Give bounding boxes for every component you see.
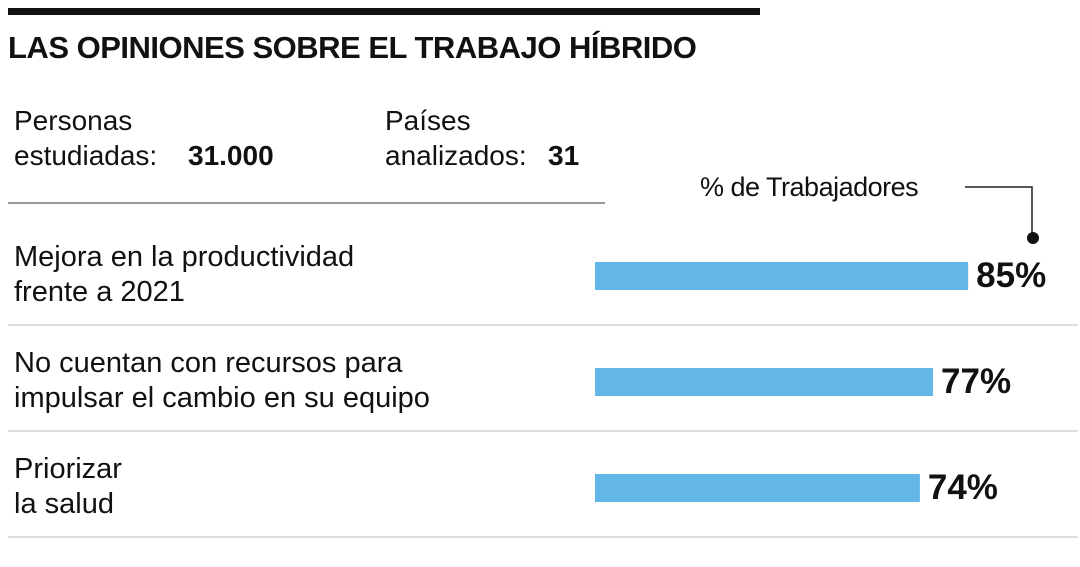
stat-label: Personas estudiadas: bbox=[14, 105, 158, 171]
stat-value: 31 bbox=[548, 140, 580, 171]
bar bbox=[595, 474, 920, 502]
annotation: % de Trabajadores bbox=[700, 172, 919, 202]
category-label: No cuentan con recursos para impulsar el… bbox=[14, 347, 430, 414]
bar bbox=[595, 262, 969, 290]
annotation-leader bbox=[965, 186, 1033, 236]
bar bbox=[595, 368, 934, 396]
annotation-dot bbox=[1027, 232, 1039, 244]
title: LAS OPINIONES SOBRE EL TRABAJO HÍBRIDO bbox=[8, 30, 697, 65]
stat-value: 31.000 bbox=[188, 140, 274, 171]
top-rule bbox=[8, 8, 760, 15]
value-label: 74% bbox=[927, 468, 998, 507]
category-label: Priorizar la salud bbox=[14, 453, 122, 520]
stat-label: Países analizados: bbox=[385, 105, 527, 171]
category-label: Mejora en la productividad frente a 2021 bbox=[14, 241, 355, 308]
value-label: 85% bbox=[976, 256, 1047, 295]
value-label: 77% bbox=[941, 362, 1012, 401]
